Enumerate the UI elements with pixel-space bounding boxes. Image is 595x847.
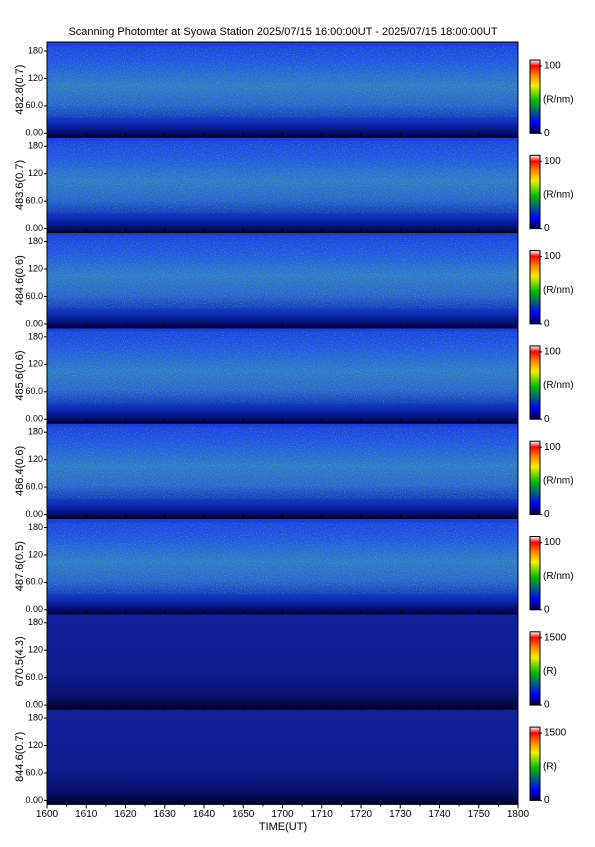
y-tick-label: 120: [28, 73, 43, 83]
heatmap-image: [47, 709, 518, 805]
y-tick-label: 60.0: [25, 100, 43, 110]
x-tick-label: 1620: [114, 809, 137, 820]
colorbar-label: (R): [543, 761, 557, 772]
y-tick-label: 180: [28, 236, 43, 246]
x-tick-label: 1650: [232, 809, 255, 820]
x-tick-label: 1640: [193, 809, 216, 820]
colorbar-tick-label: 100: [544, 61, 561, 72]
colorbar: [529, 154, 541, 230]
colorbar-tick-label: 100: [544, 442, 561, 453]
y-tick-label: 60.0: [25, 767, 43, 777]
y-tick-label: 180: [28, 427, 43, 437]
y-axis-title: 670.5(4.3): [14, 636, 26, 686]
y-tick-label: 0.00: [25, 414, 43, 424]
colorbar-label: (R/nm): [543, 571, 574, 582]
y-tick-label: 0.00: [25, 509, 43, 519]
y-tick-label: 0.00: [25, 699, 43, 709]
y-tick-label: 180: [28, 331, 43, 341]
y-tick-label: 120: [28, 359, 43, 369]
heatmap-speckle: [47, 522, 518, 594]
x-tick-label: 1750: [468, 809, 491, 820]
y-axis-title: 484.6(0.6): [14, 255, 26, 305]
y-tick-label: 0.00: [25, 128, 43, 138]
x-tick-label: 1600: [36, 809, 59, 820]
y-tick-label: 0.00: [25, 604, 43, 614]
y-tick-label: 60.0: [25, 672, 43, 682]
colorbar: [529, 250, 541, 325]
y-tick-label: 0.00: [25, 795, 43, 805]
colorbar-label: (R/nm): [543, 190, 574, 201]
colorbar-label: (R): [543, 666, 557, 677]
y-tick-label: 180: [28, 617, 43, 627]
y-tick-label: 0.00: [25, 318, 43, 328]
colorbar-tick-label: 0: [544, 700, 550, 711]
y-axis-title: 844.6(0.7): [14, 732, 26, 782]
colorbar-tick-label: 0: [544, 128, 550, 139]
y-tick-label: 120: [28, 645, 43, 655]
y-tick-label: 120: [28, 454, 43, 464]
x-tick-label: 1710: [311, 809, 334, 820]
y-tick-label: 120: [28, 263, 43, 273]
colorbar-label: (R/nm): [543, 380, 574, 391]
colorbar-label: (R/nm): [543, 285, 574, 296]
x-tick-label: 1630: [154, 809, 177, 820]
heatmap-speckle: [47, 46, 518, 118]
colorbar-tick-label: 0: [544, 795, 550, 806]
heatmap-speckle: [47, 236, 518, 309]
colorbar-tick-label: 0: [544, 223, 550, 234]
y-tick-label: 120: [28, 168, 43, 178]
y-tick-label: 180: [28, 522, 43, 532]
colorbar: [529, 59, 541, 134]
x-tick-label: 1730: [389, 809, 412, 820]
y-axis-title: 482.8(0.7): [14, 65, 26, 115]
heatmap-speckle: [47, 427, 518, 499]
y-tick-label: 60.0: [25, 577, 43, 587]
y-tick-label: 60.0: [25, 196, 43, 206]
colorbar-tick-label: 0: [544, 604, 550, 615]
colorbar-tick-label: 100: [544, 347, 561, 358]
x-tick-label: 1700: [271, 809, 294, 820]
y-axis-title: 486.4(0.6): [14, 446, 26, 496]
colorbar-tick-label: 1500: [544, 632, 567, 643]
y-axis-title: 483.6(0.7): [14, 160, 26, 210]
colorbar: [529, 536, 541, 611]
colorbar-tick-label: 100: [544, 251, 561, 262]
colorbar: [529, 631, 541, 706]
y-axis-title: 485.6(0.6): [14, 350, 26, 400]
colorbar: [529, 440, 541, 516]
x-tick-label: 1610: [75, 809, 98, 820]
y-tick-label: 180: [28, 141, 43, 151]
colorbar: [529, 726, 541, 801]
heatmap-image: [47, 613, 518, 710]
y-tick-label: 180: [28, 712, 43, 722]
colorbar-tick-label: 1500: [544, 728, 567, 739]
colorbar-tick-label: 0: [544, 319, 550, 330]
colorbar-tick-label: 100: [544, 156, 561, 167]
y-tick-label: 60.0: [25, 481, 43, 491]
chart-title: Scanning Photomter at Syowa Station 2025…: [68, 26, 497, 38]
y-tick-label: 120: [28, 740, 43, 750]
y-tick-label: 0.00: [25, 223, 43, 233]
y-tick-label: 180: [28, 45, 43, 55]
colorbar-label: (R/nm): [543, 94, 574, 105]
y-tick-label: 120: [28, 549, 43, 559]
x-tick-label: 1800: [507, 809, 530, 820]
heatmap-speckle: [47, 331, 518, 404]
colorbar-tick-label: 100: [544, 537, 561, 548]
y-tick-label: 60.0: [25, 386, 43, 396]
colorbar-label: (R/nm): [543, 475, 574, 486]
x-tick-label: 1740: [428, 809, 451, 820]
x-axis-title: TIME(UT): [259, 821, 307, 833]
y-axis-title: 487.6(0.5): [14, 541, 26, 591]
heatmap-speckle: [47, 141, 518, 213]
y-tick-label: 60.0: [25, 291, 43, 301]
colorbar-tick-label: 0: [544, 509, 550, 520]
x-tick-label: 1720: [350, 809, 373, 820]
colorbar: [529, 345, 541, 420]
colorbar-tick-label: 0: [544, 414, 550, 425]
